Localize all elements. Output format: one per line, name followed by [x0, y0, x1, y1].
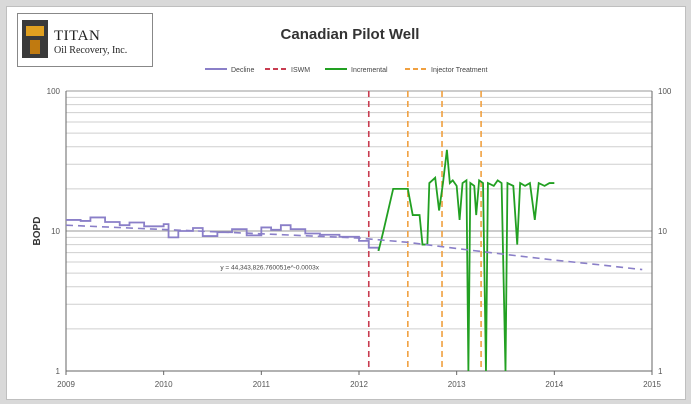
- chart-frame: [6, 6, 686, 400]
- x-tick-label: 2015: [643, 380, 661, 389]
- decline-series: [66, 216, 380, 251]
- x-tick-label: 2011: [253, 380, 271, 389]
- y-tick-label-right: 1: [658, 367, 663, 376]
- legend-label: Decline: [231, 67, 254, 74]
- legend-label: ISWM: [291, 67, 310, 74]
- company-logo: TITAN Oil Recovery, Inc.: [17, 13, 153, 67]
- x-tick-label: 2013: [448, 380, 466, 389]
- x-tick-label: 2014: [545, 380, 563, 389]
- logo-line-1: TITAN: [54, 28, 101, 44]
- x-tick-label: 2009: [57, 380, 75, 389]
- y-tick-label: 10: [51, 227, 60, 236]
- x-tick-label: 2012: [350, 380, 368, 389]
- logo-line-2: Oil Recovery, Inc.: [54, 45, 128, 56]
- legend-label: Incremental: [351, 67, 388, 74]
- trend-equation: y = 44,343,826.760051e^-0.0003x: [220, 265, 319, 272]
- oil-derrick-icon: [22, 20, 48, 58]
- incremental-series: [377, 149, 555, 372]
- legend-label: Injector Treatment: [431, 67, 487, 74]
- y-tick-label: 1: [56, 367, 61, 376]
- y-axis-label: BOPD: [32, 217, 43, 246]
- y-tick-label: 100: [47, 87, 61, 96]
- y-tick-label-right: 10: [658, 227, 667, 236]
- x-tick-label: 2010: [155, 380, 173, 389]
- trendline-series: [65, 224, 643, 271]
- chart-title: Canadian Pilot Well: [280, 26, 420, 43]
- y-tick-label-right: 100: [658, 87, 672, 96]
